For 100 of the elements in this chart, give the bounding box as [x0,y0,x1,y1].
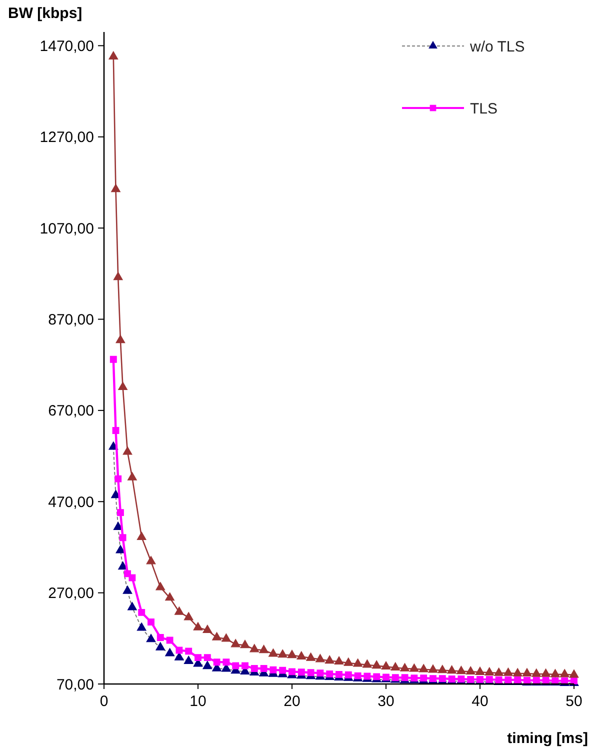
point [532,668,542,677]
point [522,668,532,676]
point [184,656,194,664]
point [184,612,194,620]
point [113,272,123,280]
legend-label: w/o TLS [469,38,525,56]
point [270,666,277,674]
y-axis-title: BW [kbps] [8,5,82,22]
point [242,662,248,670]
point [185,648,192,655]
point [512,668,522,676]
point [202,624,212,634]
point [108,51,118,60]
point [250,644,260,652]
point [447,665,457,674]
point [110,356,117,363]
point [372,660,382,669]
point [428,664,438,673]
point [165,592,175,601]
y-tick-label: 1270,00 [40,129,94,146]
point [381,661,391,670]
x-tick-label: 40 [472,693,488,710]
point [550,669,560,678]
point [503,668,513,676]
x-tick-label: 0 [100,693,108,710]
point [484,667,494,676]
point [336,670,342,678]
point [362,659,372,668]
point [296,651,306,660]
point [122,586,132,594]
x-tick-label: 50 [566,693,582,710]
y-tick-label: 70,00 [56,676,94,694]
point [156,582,166,590]
y-tick-label: 870,00 [48,311,94,328]
point [279,666,286,674]
point [438,664,448,674]
y-tick-label: 670,00 [48,402,94,420]
point [298,668,305,676]
x-axis-title: timing [ms] [507,730,588,747]
point [288,668,296,676]
point [278,649,288,658]
point [353,658,363,667]
point [116,334,126,344]
point [127,602,137,610]
point [306,652,316,661]
point [475,666,485,676]
point [334,656,344,665]
point [232,662,240,670]
point [324,655,334,664]
point [222,658,230,666]
point [116,509,124,516]
point [240,640,250,648]
point [250,665,258,672]
point [194,654,202,662]
point [119,534,126,542]
point [466,666,476,675]
point [111,184,120,192]
point [213,658,220,666]
point [112,427,120,434]
point [156,634,164,641]
point [221,633,231,642]
point [344,658,354,666]
point [165,648,175,656]
point [146,634,156,642]
y-tick-label: 1470,00 [40,38,94,55]
point [116,544,126,554]
point [344,671,352,678]
point [148,618,154,626]
point [259,644,269,654]
point [230,638,240,648]
y-tick-label: 1070,00 [40,220,94,238]
point [146,556,156,564]
point [260,665,268,672]
point [560,669,570,678]
point [202,660,212,670]
point [287,650,297,658]
point [541,668,551,677]
point [156,642,166,650]
point [400,663,410,672]
y-tick-label: 270,00 [48,585,94,602]
point [128,574,136,582]
point [569,669,579,678]
x-tick-label: 10 [190,693,206,710]
point [174,652,184,660]
x-tick-label: 20 [284,693,300,710]
point [326,670,334,678]
point [122,446,132,455]
point [456,666,466,674]
y-tick-label: 470,00 [48,494,94,511]
point [494,668,504,676]
point [315,654,325,662]
point [138,608,146,616]
point [118,382,128,390]
point [418,664,428,672]
point [409,664,419,672]
point [438,675,446,682]
point [127,472,137,480]
point [204,654,211,662]
point [136,622,146,631]
point [176,646,183,654]
